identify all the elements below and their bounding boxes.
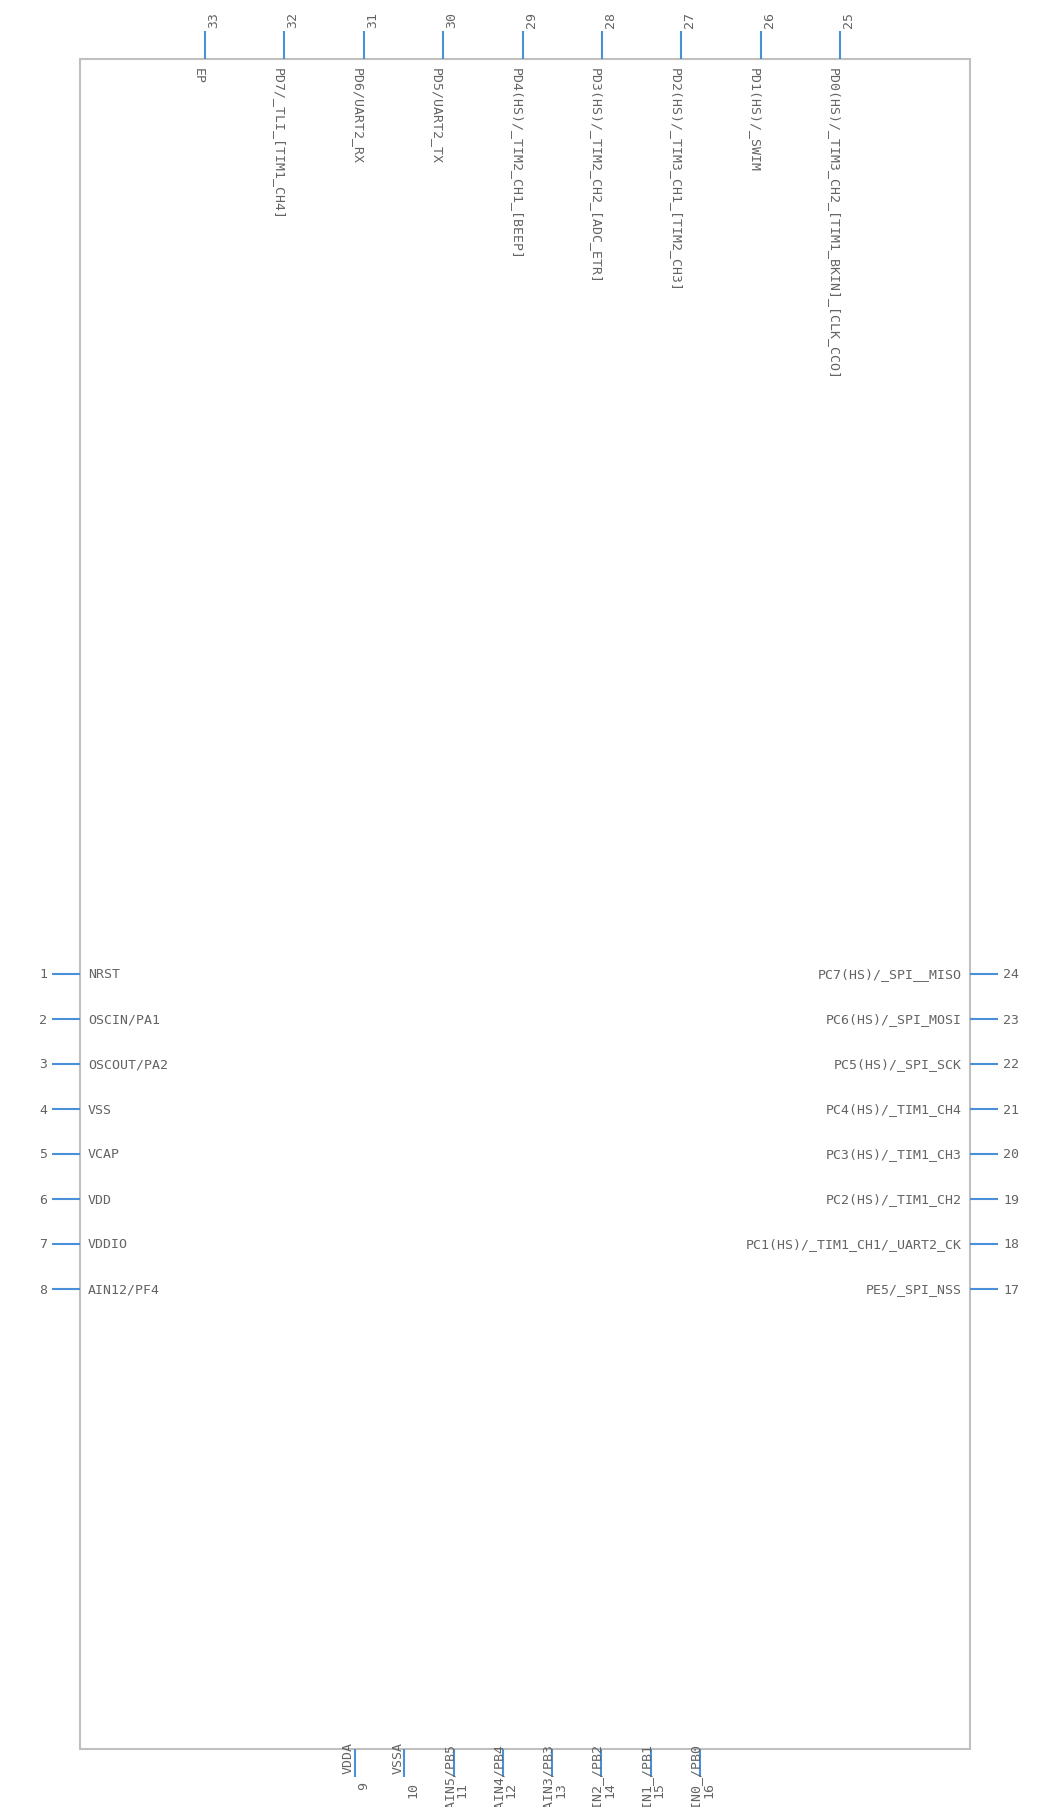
- Text: OSCOUT/PA2: OSCOUT/PA2: [88, 1057, 168, 1072]
- Text: 19: 19: [1003, 1193, 1019, 1205]
- Text: 29: 29: [524, 13, 538, 27]
- Text: 22: 22: [1003, 1057, 1019, 1072]
- Text: [TIM1_ETR]AIN3/PB3: [TIM1_ETR]AIN3/PB3: [539, 1740, 552, 1807]
- Text: 3: 3: [39, 1057, 47, 1072]
- Text: [TIM1_CH1N]AIN0_/PB0: [TIM1_CH1N]AIN0_/PB0: [687, 1740, 700, 1807]
- Text: 30: 30: [445, 13, 458, 27]
- Text: 33: 33: [208, 13, 220, 27]
- Text: 8: 8: [39, 1283, 47, 1296]
- Text: VCAP: VCAP: [88, 1147, 121, 1160]
- Text: [TIM1_CH2N]AIN1_/PB1: [TIM1_CH2N]AIN1_/PB1: [638, 1740, 651, 1807]
- Text: PD5/UART2_TX: PD5/UART2_TX: [430, 69, 443, 164]
- Text: 9: 9: [357, 1782, 370, 1789]
- Text: 5: 5: [39, 1147, 47, 1160]
- Text: VDD: VDD: [88, 1193, 112, 1205]
- Text: PD3(HS)/_TIM2_CH2_[ADC_ETR]: PD3(HS)/_TIM2_CH2_[ADC_ETR]: [589, 69, 602, 284]
- Text: VDDIO: VDDIO: [88, 1238, 128, 1250]
- Text: VDDA: VDDA: [342, 1740, 355, 1773]
- Text: 13: 13: [554, 1782, 567, 1796]
- Text: 27: 27: [683, 13, 696, 27]
- Text: 4: 4: [39, 1102, 47, 1117]
- Text: PD2(HS)/_TIM3_CH1_[TIM2_CH3]: PD2(HS)/_TIM3_CH1_[TIM2_CH3]: [669, 69, 681, 293]
- Text: PC1(HS)/_TIM1_CH1/_UART2_CK: PC1(HS)/_TIM1_CH1/_UART2_CK: [746, 1238, 962, 1250]
- Text: 26: 26: [763, 13, 776, 27]
- Text: 21: 21: [1003, 1102, 1019, 1117]
- Text: 32: 32: [286, 13, 300, 27]
- Text: 11: 11: [456, 1782, 468, 1796]
- Text: 14: 14: [604, 1782, 616, 1796]
- Text: 12: 12: [505, 1782, 518, 1796]
- Text: PC2(HS)/_TIM1_CH2: PC2(HS)/_TIM1_CH2: [826, 1193, 962, 1205]
- Text: [I2C_SCL]AIN4/PB4: [I2C_SCL]AIN4/PB4: [489, 1740, 503, 1807]
- Text: VSSA: VSSA: [391, 1740, 405, 1773]
- Text: 28: 28: [604, 13, 617, 27]
- Text: 23: 23: [1003, 1014, 1019, 1026]
- Text: 17: 17: [1003, 1283, 1019, 1296]
- Text: PC3(HS)/_TIM1_CH3: PC3(HS)/_TIM1_CH3: [826, 1147, 962, 1160]
- Text: PD6/UART2_RX: PD6/UART2_RX: [351, 69, 364, 164]
- Text: 25: 25: [842, 13, 855, 27]
- Text: 20: 20: [1003, 1147, 1019, 1160]
- Text: PD4(HS)/_TIM2_CH1_[BEEP]: PD4(HS)/_TIM2_CH1_[BEEP]: [509, 69, 523, 260]
- Text: OSCIN/PA1: OSCIN/PA1: [88, 1014, 160, 1026]
- Text: NRST: NRST: [88, 969, 121, 981]
- Text: EP: EP: [192, 69, 205, 83]
- Text: PC7(HS)/_SPI__MISO: PC7(HS)/_SPI__MISO: [818, 969, 962, 981]
- Text: PC6(HS)/_SPI_MOSI: PC6(HS)/_SPI_MOSI: [826, 1014, 962, 1026]
- Bar: [80, 60, 970, 1749]
- Text: VSS: VSS: [88, 1102, 112, 1117]
- Text: 1: 1: [39, 969, 47, 981]
- Text: 7: 7: [39, 1238, 47, 1250]
- Text: PC4(HS)/_TIM1_CH4: PC4(HS)/_TIM1_CH4: [826, 1102, 962, 1117]
- Text: PE5/_SPI_NSS: PE5/_SPI_NSS: [866, 1283, 962, 1296]
- Text: 31: 31: [366, 13, 378, 27]
- Text: PD0(HS)/_TIM3_CH2_[TIM1_BKIN]_[CLK_CCO]: PD0(HS)/_TIM3_CH2_[TIM1_BKIN]_[CLK_CCO]: [827, 69, 840, 379]
- Text: 18: 18: [1003, 1238, 1019, 1250]
- Text: 10: 10: [407, 1782, 419, 1796]
- Text: AIN12/PF4: AIN12/PF4: [88, 1283, 160, 1296]
- Text: PD1(HS)/_SWIM: PD1(HS)/_SWIM: [747, 69, 761, 172]
- Text: 24: 24: [1003, 969, 1019, 981]
- Text: PC5(HS)/_SPI_SCK: PC5(HS)/_SPI_SCK: [834, 1057, 962, 1072]
- Text: 2: 2: [39, 1014, 47, 1026]
- Text: 6: 6: [39, 1193, 47, 1205]
- Text: 16: 16: [702, 1782, 715, 1796]
- Text: [TIM1_CH3N]AIN2_/PB2: [TIM1_CH3N]AIN2_/PB2: [588, 1740, 602, 1807]
- Text: PD7/_TLI_[TIM1_CH4]: PD7/_TLI_[TIM1_CH4]: [271, 69, 284, 220]
- Text: [I2C_SDA]_AIN5/PB5: [I2C_SDA]_AIN5/PB5: [440, 1740, 454, 1807]
- Text: 15: 15: [653, 1782, 665, 1796]
